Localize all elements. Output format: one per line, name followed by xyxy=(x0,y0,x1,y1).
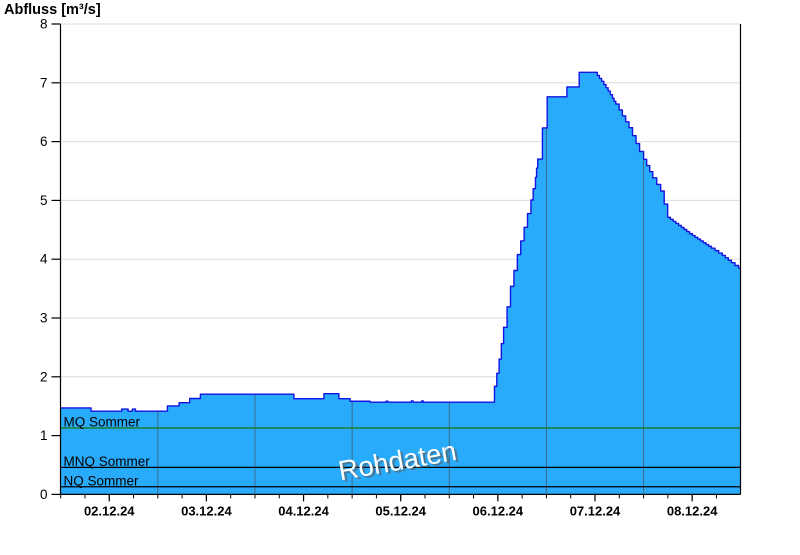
svg-text:0: 0 xyxy=(40,487,48,502)
svg-text:5: 5 xyxy=(40,193,48,208)
svg-text:7: 7 xyxy=(40,75,48,90)
svg-text:2: 2 xyxy=(40,369,48,384)
svg-text:1: 1 xyxy=(40,428,48,443)
svg-text:MNQ Sommer: MNQ Sommer xyxy=(64,454,151,469)
svg-text:08.12.24: 08.12.24 xyxy=(667,503,718,518)
svg-text:4: 4 xyxy=(40,252,48,267)
svg-text:6: 6 xyxy=(40,134,48,149)
svg-text:05.12.24: 05.12.24 xyxy=(375,503,426,518)
svg-text:04.12.24: 04.12.24 xyxy=(278,503,329,518)
svg-text:8: 8 xyxy=(40,17,48,32)
svg-text:03.12.24: 03.12.24 xyxy=(181,503,232,518)
svg-text:07.12.24: 07.12.24 xyxy=(570,503,621,518)
svg-text:NQ Sommer: NQ Sommer xyxy=(64,473,140,488)
svg-text:3: 3 xyxy=(40,311,48,326)
svg-text:02.12.24: 02.12.24 xyxy=(84,503,135,518)
svg-text:06.12.24: 06.12.24 xyxy=(473,503,524,518)
svg-text:Abfluss [m³/s]: Abfluss [m³/s] xyxy=(4,2,101,18)
svg-text:MQ Sommer: MQ Sommer xyxy=(64,414,141,429)
